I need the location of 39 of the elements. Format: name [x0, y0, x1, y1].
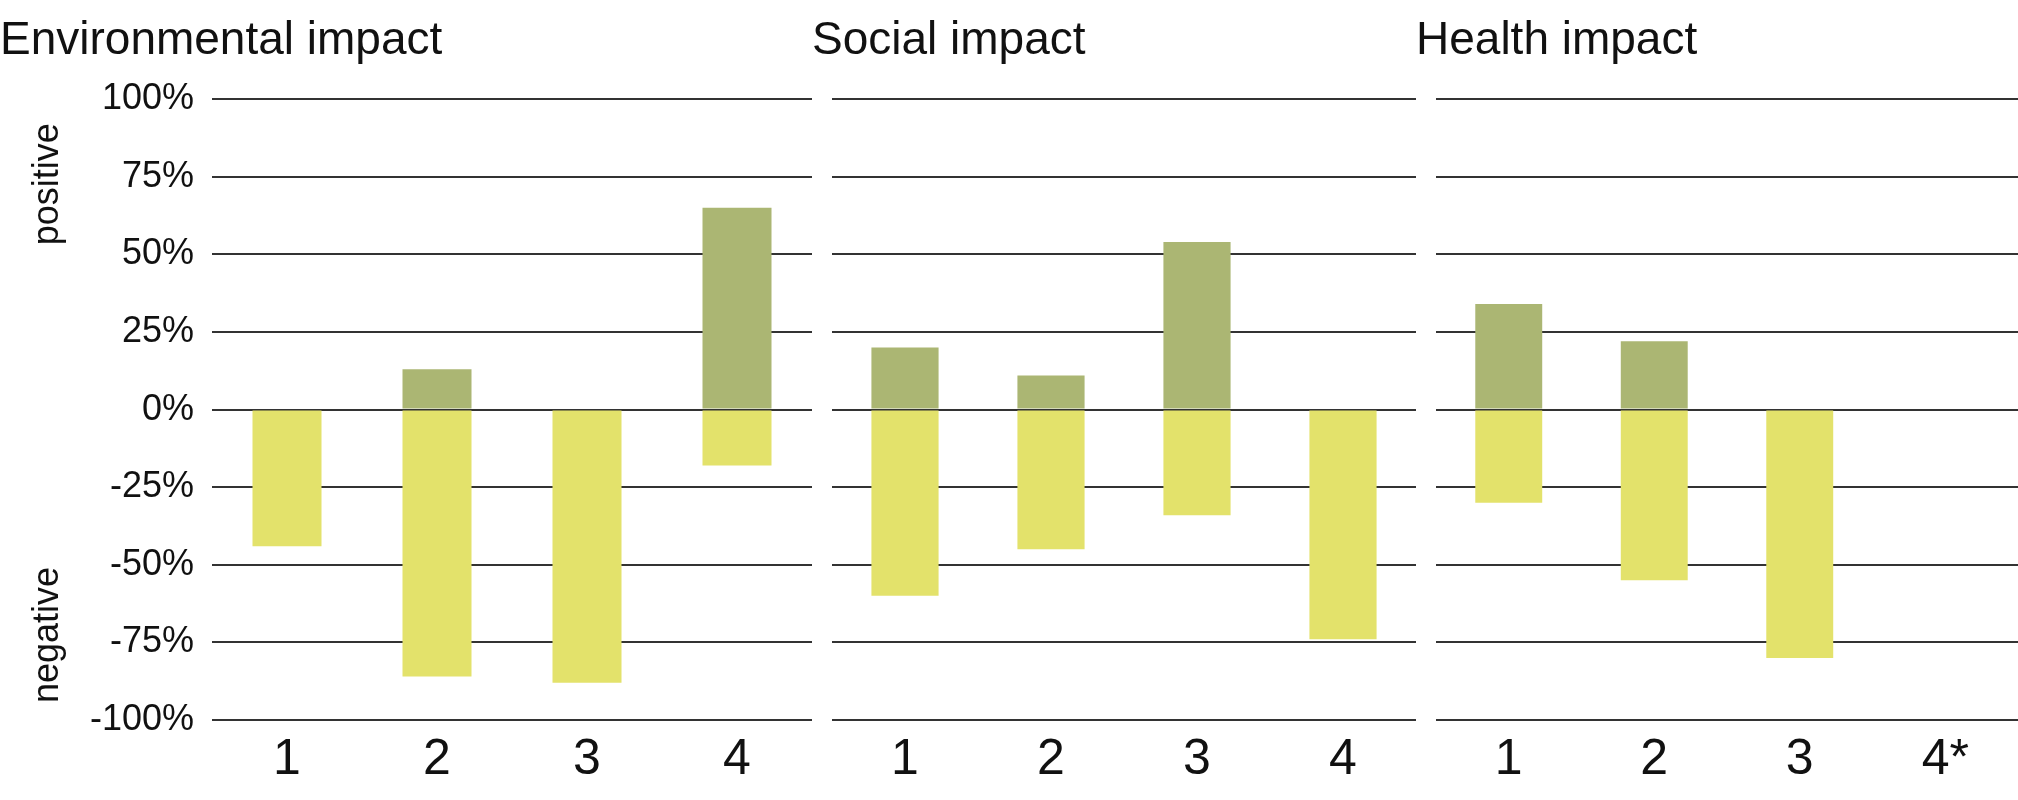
y-tick-label: -100%: [89, 696, 194, 738]
y-tick-label: -75%: [109, 619, 194, 661]
chart-title: Environmental impact: [0, 12, 443, 65]
x-tick-label: 1: [273, 728, 301, 785]
bar: [402, 369, 472, 409]
x-tick-label: 2: [1640, 728, 1669, 785]
y-tick-label: 75%: [121, 153, 194, 195]
y-tick-label: -25%: [109, 464, 194, 506]
y-tick-label: 100%: [101, 76, 194, 118]
y-tick-label: 50%: [121, 231, 194, 273]
x-tick-label: 4: [1329, 728, 1357, 785]
x-tick-label: 3: [1785, 728, 1814, 785]
bar: [1163, 241, 1231, 409]
x-tick-label: 3: [1183, 728, 1211, 785]
x-tick-label: 2: [423, 728, 451, 785]
x-tick-label: 1: [891, 728, 919, 785]
chart-title: Health impact: [1416, 12, 1698, 65]
x-tick-label: 3: [573, 728, 601, 785]
bar: [1017, 410, 1085, 550]
y-tick-label: 25%: [121, 308, 194, 350]
bar: [1017, 375, 1085, 409]
text: positive: [24, 123, 66, 246]
chart-title: Social impact: [812, 12, 1086, 65]
bar: [871, 410, 939, 596]
bar: [871, 347, 939, 409]
bar: [1309, 410, 1377, 640]
bar: [702, 410, 772, 466]
y-tick-label: -50%: [109, 541, 194, 583]
x-tick-label: 4: [723, 728, 751, 785]
bar: [552, 410, 622, 683]
y-tick-label: 0%: [141, 386, 194, 428]
x-tick-label: 1: [1494, 728, 1523, 785]
bar: [402, 410, 472, 677]
bar: [1163, 410, 1231, 516]
bar: [702, 207, 772, 409]
bar: [252, 410, 322, 547]
text: negative: [24, 566, 66, 704]
x-tick-label: 4*: [1921, 728, 1969, 785]
x-tick-label: 2: [1037, 728, 1065, 785]
